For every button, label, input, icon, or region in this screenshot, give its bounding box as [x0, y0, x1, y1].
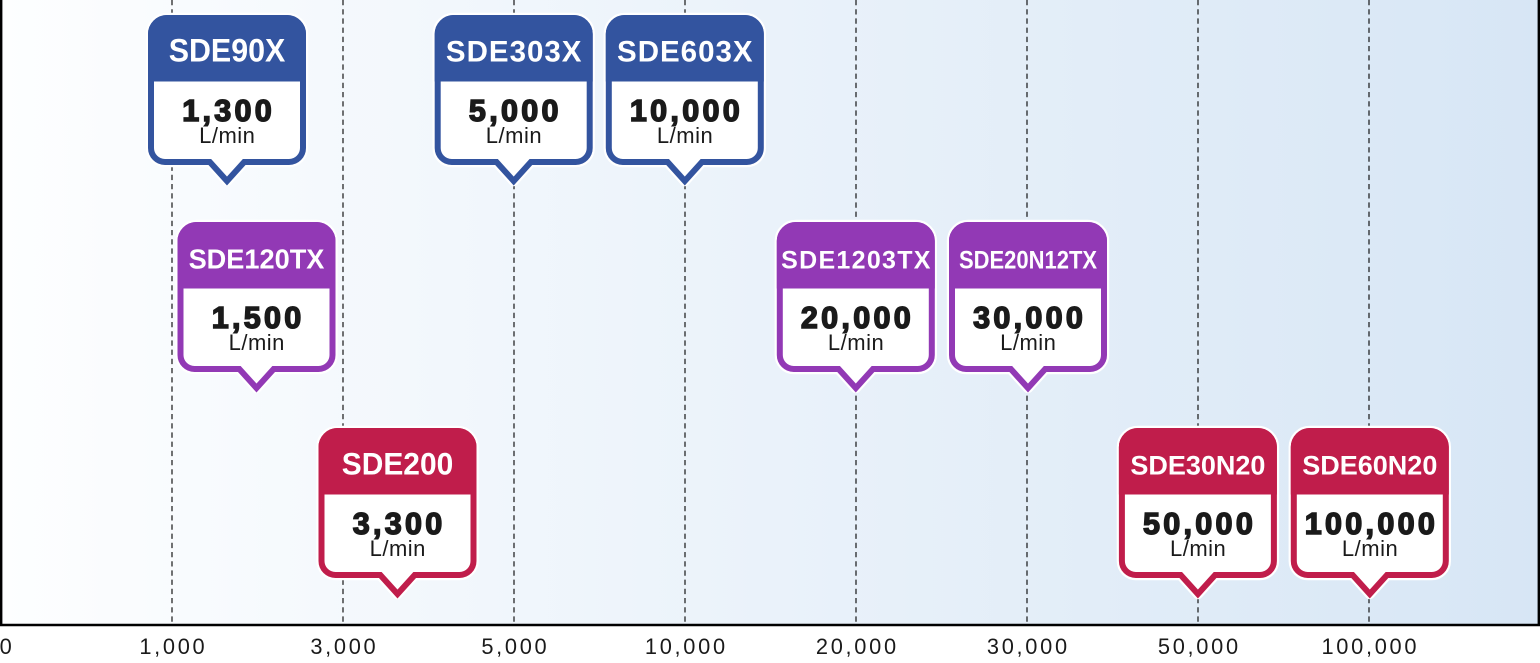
svg-text:30,000: 30,000: [973, 301, 1086, 335]
svg-text:SDE303X: SDE303X: [446, 36, 583, 69]
svg-text:100,000: 100,000: [1305, 507, 1438, 541]
svg-text:L/min: L/min: [486, 123, 542, 148]
svg-text:L/min: L/min: [657, 123, 713, 148]
svg-text:SDE120TX: SDE120TX: [189, 243, 325, 274]
svg-text:1,000: 1,000: [139, 634, 207, 658]
svg-text:30,000: 30,000: [987, 634, 1070, 658]
svg-text:L/min: L/min: [199, 123, 255, 148]
svg-text:20,000: 20,000: [801, 301, 914, 335]
svg-text:SDE30N20: SDE30N20: [1130, 451, 1265, 481]
svg-text:10,000: 10,000: [645, 634, 728, 658]
svg-text:3,000: 3,000: [310, 634, 378, 658]
svg-text:100,000: 100,000: [1321, 634, 1419, 658]
svg-text:L/min: L/min: [1000, 330, 1056, 355]
svg-text:5,000: 5,000: [469, 94, 562, 128]
svg-text:0: 0: [0, 634, 14, 658]
svg-text:L/min: L/min: [370, 536, 426, 561]
svg-text:50,000: 50,000: [1143, 507, 1256, 541]
svg-text:SDE200: SDE200: [342, 446, 453, 482]
svg-text:50,000: 50,000: [1158, 634, 1241, 658]
svg-text:5,000: 5,000: [481, 634, 549, 658]
svg-text:3,300: 3,300: [353, 507, 446, 541]
svg-text:10,000: 10,000: [630, 94, 743, 128]
svg-text:SDE1203TX: SDE1203TX: [781, 247, 932, 275]
svg-text:SDE60N20: SDE60N20: [1302, 451, 1437, 481]
svg-text:L/min: L/min: [828, 330, 884, 355]
svg-text:SDE90X: SDE90X: [169, 33, 286, 69]
svg-text:L/min: L/min: [229, 330, 285, 355]
svg-text:SDE20N12TX: SDE20N12TX: [959, 246, 1097, 274]
svg-text:20,000: 20,000: [816, 634, 899, 658]
svg-text:L/min: L/min: [1170, 536, 1226, 561]
svg-text:L/min: L/min: [1342, 536, 1398, 561]
svg-text:SDE603X: SDE603X: [617, 36, 754, 69]
svg-text:1,300: 1,300: [182, 94, 275, 128]
svg-text:1,500: 1,500: [212, 301, 305, 335]
